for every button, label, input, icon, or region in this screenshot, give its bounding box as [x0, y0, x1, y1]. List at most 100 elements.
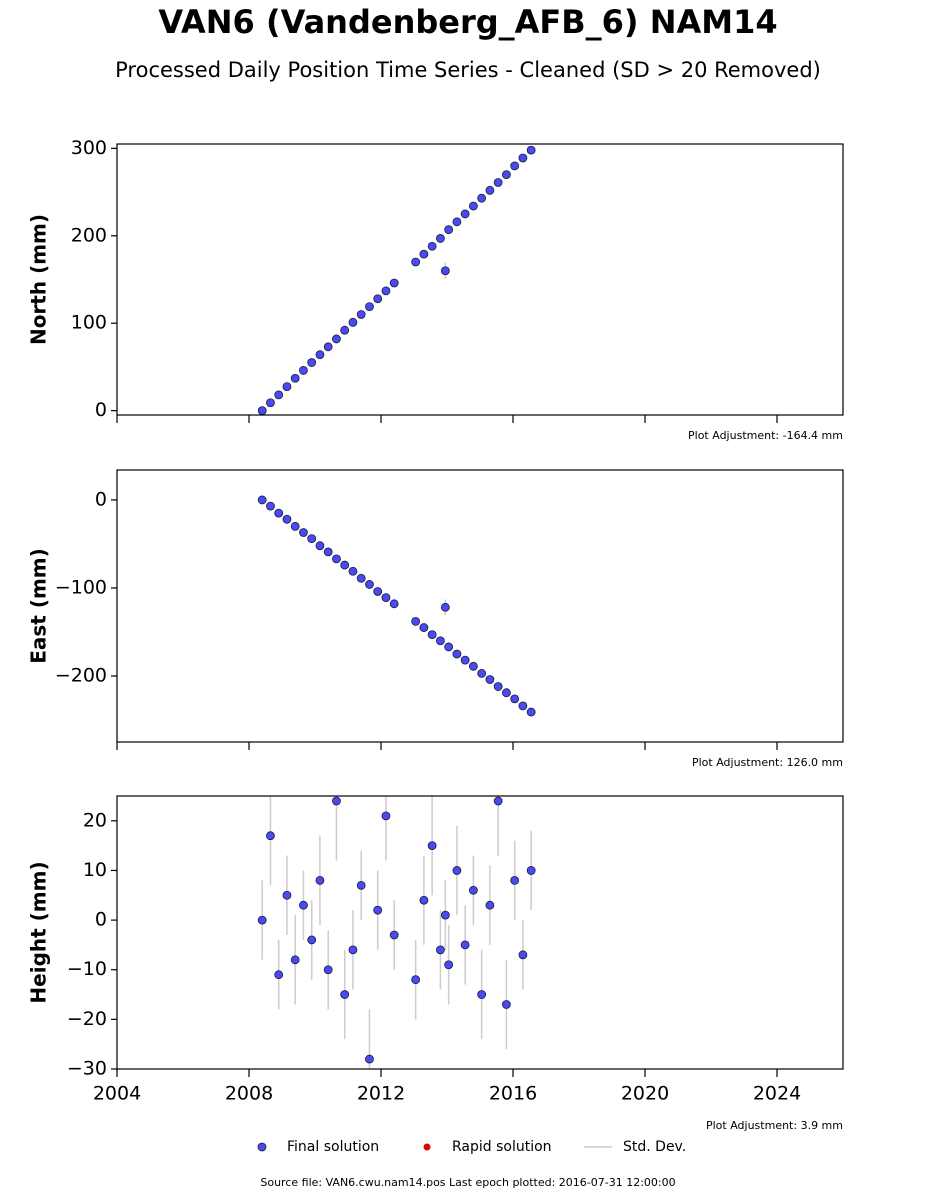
point: [452, 866, 462, 875]
point: [460, 940, 470, 950]
point: [381, 286, 391, 296]
point: [315, 541, 325, 551]
point: [323, 965, 333, 975]
x-tick-label: 2012: [357, 1083, 405, 1105]
point: [257, 406, 267, 415]
y-tick-label: 0: [95, 488, 107, 510]
point: [389, 278, 399, 288]
point: [340, 560, 350, 570]
point: [266, 398, 275, 408]
point: [444, 960, 454, 970]
point: [501, 1000, 511, 1009]
point: [257, 915, 267, 925]
point: [440, 266, 450, 276]
point: [257, 495, 267, 505]
point: [485, 900, 495, 910]
point: [332, 334, 341, 344]
point: [419, 895, 429, 905]
point: [266, 831, 275, 841]
plot-adjustment: Plot Adjustment: -164.4 mm: [688, 429, 843, 442]
point: [373, 294, 383, 304]
plot-adjustment: Plot Adjustment: 126.0 mm: [692, 756, 843, 769]
y-tick-label: 100: [71, 312, 107, 334]
point: [510, 161, 520, 171]
legend-label: Rapid solution: [452, 1139, 552, 1155]
plot-adjustment: Plot Adjustment: 3.9 mm: [706, 1119, 843, 1132]
y-tick-label: 0: [95, 909, 107, 931]
y-tick-label: −10: [67, 958, 107, 980]
y-tick-label: −30: [67, 1058, 107, 1080]
point: [290, 521, 300, 531]
point: [307, 358, 317, 367]
point: [365, 1054, 374, 1064]
point: [348, 566, 358, 576]
point: [373, 905, 383, 915]
point: [332, 554, 341, 564]
point: [518, 153, 528, 163]
x-tick-label: 2016: [489, 1083, 537, 1105]
point: [373, 587, 383, 596]
point: [340, 990, 350, 999]
y-tick-label: −200: [55, 664, 107, 686]
y-axis-label: Height (mm): [27, 861, 51, 1003]
legend-marker: [423, 1143, 431, 1151]
point: [411, 257, 421, 267]
point: [307, 534, 317, 544]
y-tick-label: 20: [83, 809, 107, 831]
point: [411, 617, 421, 626]
point: [315, 875, 325, 885]
legend-marker: [257, 1142, 267, 1152]
point: [315, 350, 325, 360]
point: [419, 249, 429, 259]
x-tick-label: 2008: [225, 1083, 273, 1105]
point: [299, 528, 308, 537]
point: [518, 950, 528, 960]
point: [526, 866, 536, 875]
point: [411, 975, 421, 985]
point: [323, 342, 333, 352]
y-tick-label: 200: [71, 224, 107, 246]
point: [282, 514, 292, 524]
y-tick-label: −20: [67, 1008, 107, 1030]
point: [266, 501, 275, 511]
point: [299, 366, 308, 375]
point: [460, 209, 470, 219]
point: [518, 701, 528, 711]
point: [348, 317, 358, 327]
y-tick-label: 300: [71, 137, 107, 159]
plot-frame: [116, 143, 844, 416]
point: [435, 234, 445, 243]
point: [477, 990, 487, 999]
y-tick-label: −100: [55, 576, 107, 598]
point: [427, 841, 437, 851]
point: [526, 145, 536, 155]
point: [348, 945, 358, 955]
title: VAN6 (Vandenberg_AFB_6) NAM14: [158, 3, 777, 41]
plot-frame: [116, 469, 844, 743]
point: [282, 382, 292, 391]
point: [501, 170, 511, 179]
point: [477, 668, 487, 678]
point: [526, 707, 536, 717]
point: [468, 661, 478, 671]
plot-area: [257, 796, 536, 1069]
plot-area: [257, 145, 536, 415]
point: [381, 811, 391, 821]
y-tick-label: 10: [83, 859, 107, 881]
point: [493, 682, 503, 691]
point: [389, 930, 399, 940]
point: [419, 623, 429, 632]
point: [435, 636, 445, 646]
point: [452, 217, 462, 227]
y-tick-label: 0: [95, 399, 107, 421]
point: [332, 796, 341, 806]
point: [274, 508, 284, 518]
point: [485, 675, 495, 684]
y-axis-label: East (mm): [27, 548, 51, 664]
source-note: Source file: VAN6.cwu.nam14.pos Last epo…: [260, 1176, 675, 1189]
point: [501, 688, 511, 698]
point: [365, 302, 374, 312]
plot-frame: [116, 795, 844, 1070]
legend-label: Final solution: [287, 1139, 379, 1155]
